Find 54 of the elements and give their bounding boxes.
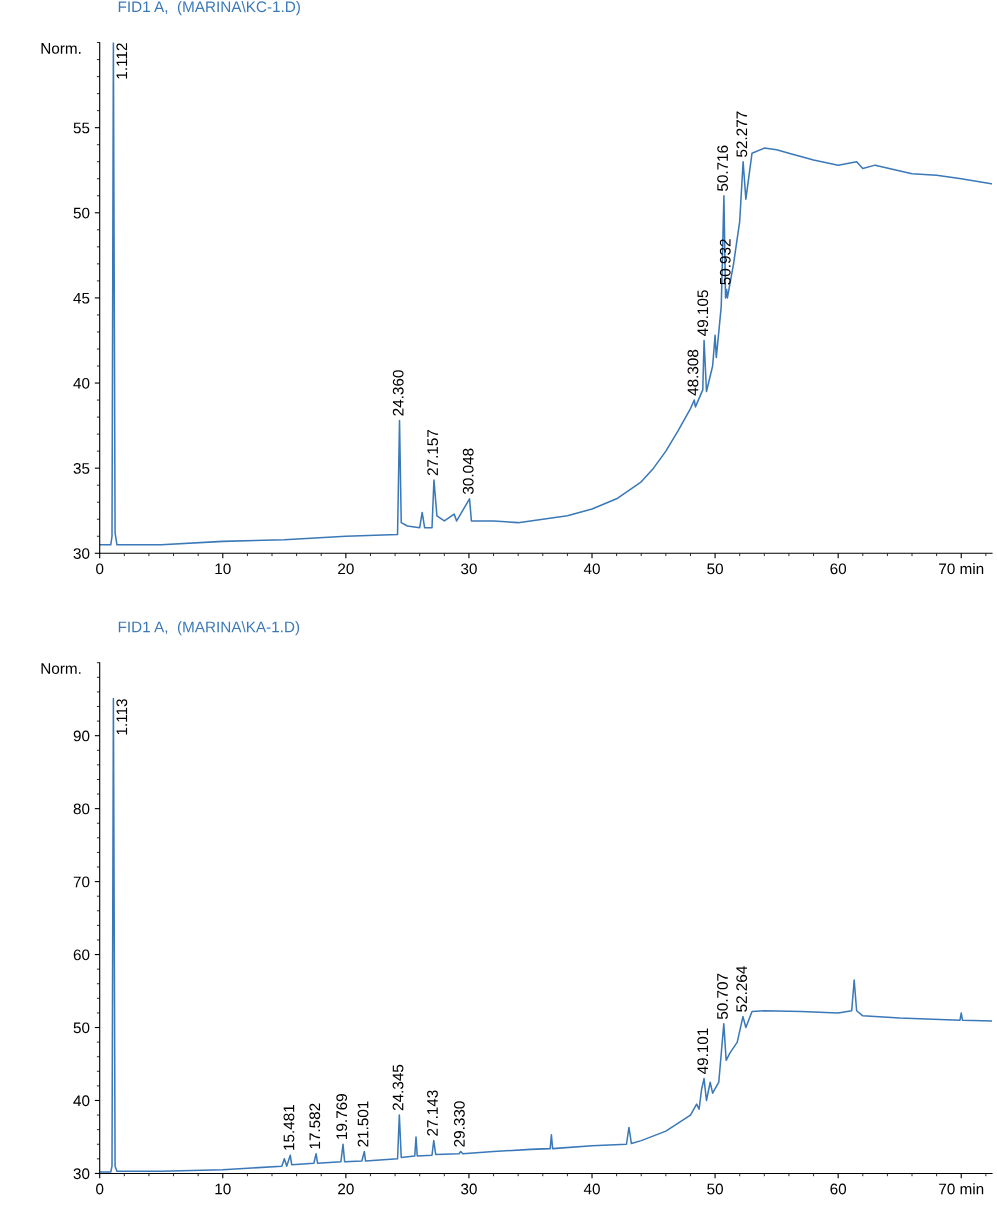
y-tick-label: 30 [73, 1168, 90, 1180]
annotation: 24.360 [392, 370, 404, 416]
x-tick-label: 70 min [939, 563, 984, 575]
x-tick-label: 50 [707, 563, 723, 575]
annotation: 1.113 [116, 699, 128, 735]
x-tick-label: 0 [96, 563, 104, 575]
x-tick-label: 40 [583, 1183, 600, 1195]
chart-title: FID1 A, (MARINA\KA-1.D) [118, 621, 300, 636]
annotation: 19.769 [336, 1094, 348, 1139]
y-tick-label: 40 [73, 1095, 90, 1107]
annotation: 48.308 [687, 349, 699, 396]
x-tick-label: 10 [215, 563, 231, 575]
annotation: 49.105 [697, 290, 709, 336]
x-tick-label: 50 [707, 1183, 723, 1195]
y-tick-label: 45 [73, 292, 90, 304]
x-tick-label: 30 [461, 1183, 477, 1195]
annotation: 27.143 [427, 1090, 438, 1136]
line-series [99, 42, 993, 546]
annotation: 17.582 [309, 1103, 321, 1149]
x-tick-label: 40 [583, 563, 600, 575]
annotation: 50.716 [717, 145, 728, 191]
y-tick-label: 50 [73, 207, 90, 219]
x-tick-label: 0 [96, 1183, 104, 1195]
x-tick-label: 70 min [939, 1183, 984, 1195]
x-tick-label: 20 [338, 563, 354, 575]
annotation: 21.501 [357, 1101, 369, 1147]
x-tick-label: 20 [338, 1183, 354, 1195]
y-tick-label: 80 [73, 803, 90, 815]
annotation: 15.481 [283, 1105, 295, 1150]
annotation: 30.048 [462, 448, 474, 495]
annotation: 27.157 [427, 429, 439, 476]
annotation: 1.112 [116, 43, 128, 79]
y-axis-title: Norm. [41, 663, 81, 674]
y-axis-title: Norm. [41, 43, 81, 54]
y-tick-label: 40 [73, 377, 90, 389]
annotation: 29.330 [453, 1101, 465, 1147]
chart-title: FID1 A, (MARINA\KC-1.D) [118, 0, 300, 16]
y-tick-label: 55 [73, 122, 90, 134]
y-tick-label: 90 [73, 730, 90, 742]
x-tick-label: 10 [215, 1183, 231, 1195]
annotation: 50.932 [719, 239, 731, 285]
annotation: 52.277 [736, 111, 748, 157]
annotation: 50.707 [717, 973, 728, 1020]
y-tick-label: 35 [73, 463, 90, 474]
annotation: 24.345 [392, 1064, 404, 1111]
y-tick-label: 30 [73, 548, 90, 559]
x-tick-label: 30 [461, 563, 477, 575]
annotation: 49.101 [697, 1028, 709, 1075]
x-tick-label: 60 [830, 563, 847, 575]
y-tick-label: 70 [73, 876, 90, 888]
y-tick-label: 50 [73, 1022, 90, 1034]
y-tick-label: 60 [73, 949, 90, 961]
x-tick-label: 60 [830, 1183, 847, 1195]
annotation: 52.264 [736, 966, 748, 1012]
